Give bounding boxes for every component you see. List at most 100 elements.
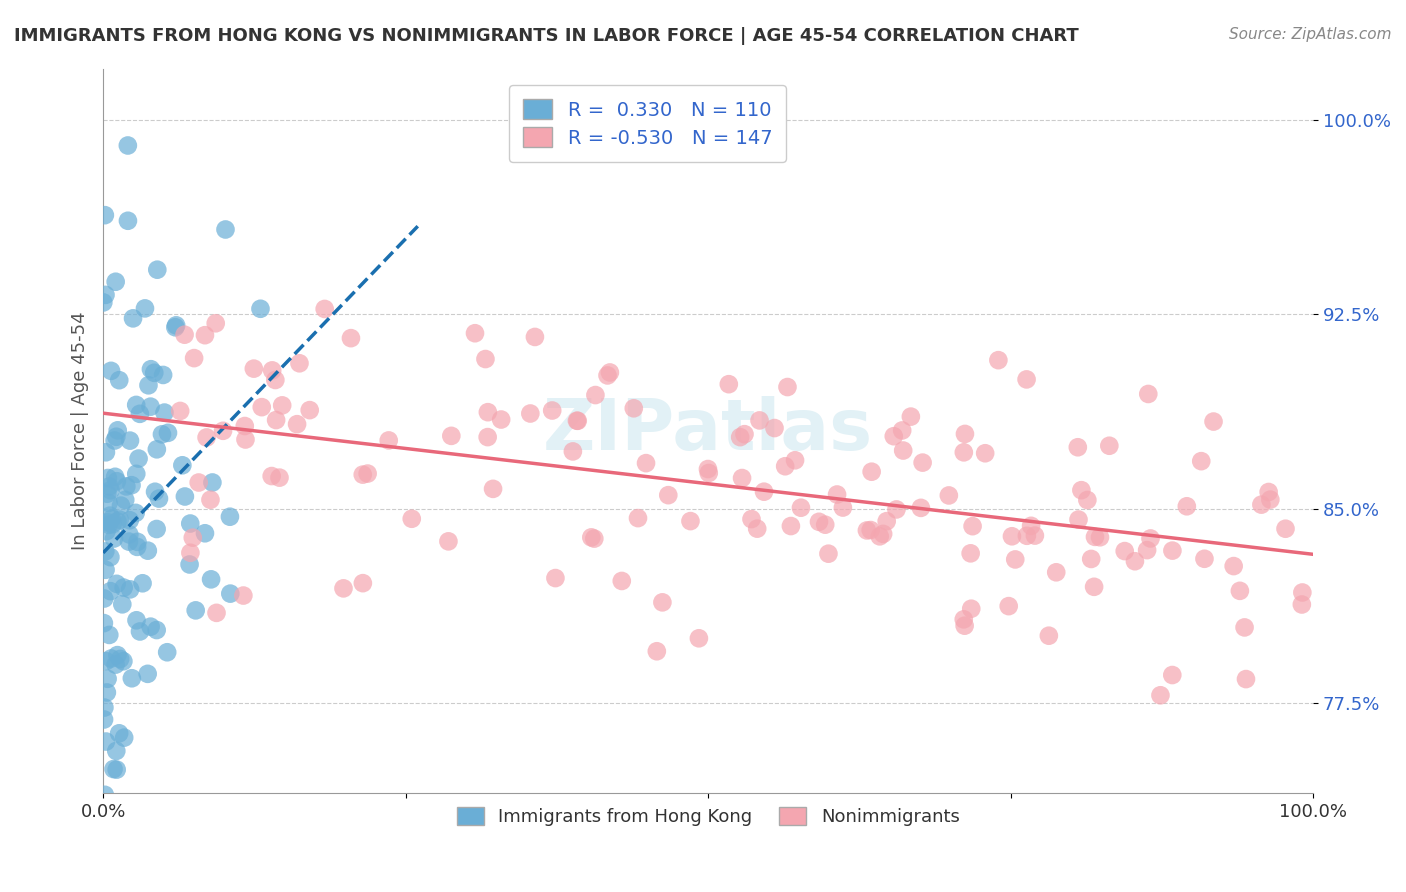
Point (143, 484, 166, 499)
Point (1067, 512, 1090, 526)
Point (1015, 529, 1038, 543)
Point (127, 540, 149, 554)
Point (108, 513, 131, 527)
Point (101, 512, 124, 526)
Point (181, 531, 204, 545)
Point (94, 208, 117, 222)
Point (1070, 483, 1092, 498)
Point (134, 301, 156, 316)
Point (910, 500, 932, 515)
Point (118, 434, 141, 448)
Legend: Immigrants from Hong Kong, Nonimmigrants: Immigrants from Hong Kong, Nonimmigrants (447, 797, 969, 835)
Point (464, 326, 486, 341)
Point (1234, 672, 1257, 686)
Point (688, 632, 710, 646)
Point (165, 318, 187, 333)
Point (1250, 498, 1272, 512)
Point (212, 424, 235, 438)
Point (148, 491, 170, 506)
Point (194, 328, 217, 343)
Point (645, 644, 668, 658)
Point (1161, 668, 1184, 682)
Point (599, 366, 621, 380)
Point (1136, 543, 1159, 558)
Point (1024, 528, 1046, 542)
Point (97, 516, 120, 530)
Point (872, 527, 894, 541)
Point (285, 417, 308, 432)
Point (146, 442, 169, 457)
Point (153, 406, 176, 420)
Point (103, 532, 125, 546)
Point (731, 471, 754, 485)
Point (583, 388, 606, 402)
Point (561, 444, 583, 458)
Point (152, 368, 174, 382)
Point (97, 517, 120, 532)
Point (437, 534, 460, 549)
Point (250, 400, 273, 414)
Point (581, 530, 603, 544)
Point (125, 398, 148, 412)
Point (100, 364, 122, 378)
Point (352, 576, 374, 591)
Point (139, 400, 162, 414)
Point (94, 734, 117, 748)
Point (1202, 415, 1225, 429)
Point (814, 517, 837, 532)
Point (145, 522, 167, 536)
Point (1291, 585, 1313, 599)
Point (651, 595, 673, 609)
Point (825, 487, 848, 501)
Point (105, 475, 128, 489)
Point (1229, 583, 1251, 598)
Point (959, 546, 981, 560)
Point (115, 479, 138, 493)
Point (184, 603, 207, 617)
Point (125, 613, 148, 627)
Point (900, 409, 922, 424)
Point (544, 571, 567, 585)
Point (94, 654, 117, 668)
Point (1161, 543, 1184, 558)
Point (101, 517, 124, 532)
Point (474, 352, 496, 367)
Point (352, 467, 374, 482)
Point (1274, 522, 1296, 536)
Point (938, 488, 960, 502)
Point (748, 413, 770, 427)
Point (269, 470, 291, 484)
Point (565, 414, 588, 428)
Point (1076, 493, 1098, 508)
Point (883, 429, 905, 443)
Point (174, 490, 197, 504)
Point (121, 671, 143, 685)
Point (1084, 530, 1107, 544)
Point (679, 514, 702, 528)
Text: IMMIGRANTS FROM HONG KONG VS NONIMMIGRANTS IN LABOR FORCE | AGE 45-54 CORRELATIO: IMMIGRANTS FROM HONG KONG VS NONIMMIGRAN… (14, 27, 1078, 45)
Point (97, 471, 120, 485)
Point (1001, 529, 1024, 543)
Point (100, 550, 122, 565)
Point (960, 601, 983, 615)
Point (219, 509, 242, 524)
Point (232, 589, 254, 603)
Point (93, 700, 115, 714)
Point (1067, 440, 1090, 454)
Point (194, 526, 217, 541)
Point (139, 620, 162, 634)
Point (340, 331, 363, 345)
Point (288, 356, 311, 370)
Point (187, 475, 209, 490)
Point (264, 373, 287, 387)
Point (100, 483, 122, 498)
Point (125, 467, 148, 481)
Point (987, 353, 1010, 368)
Point (886, 502, 908, 516)
Point (127, 534, 149, 549)
Point (1019, 518, 1042, 533)
Point (179, 558, 201, 572)
Point (831, 500, 853, 515)
Point (97, 496, 120, 510)
Point (117, 213, 139, 227)
